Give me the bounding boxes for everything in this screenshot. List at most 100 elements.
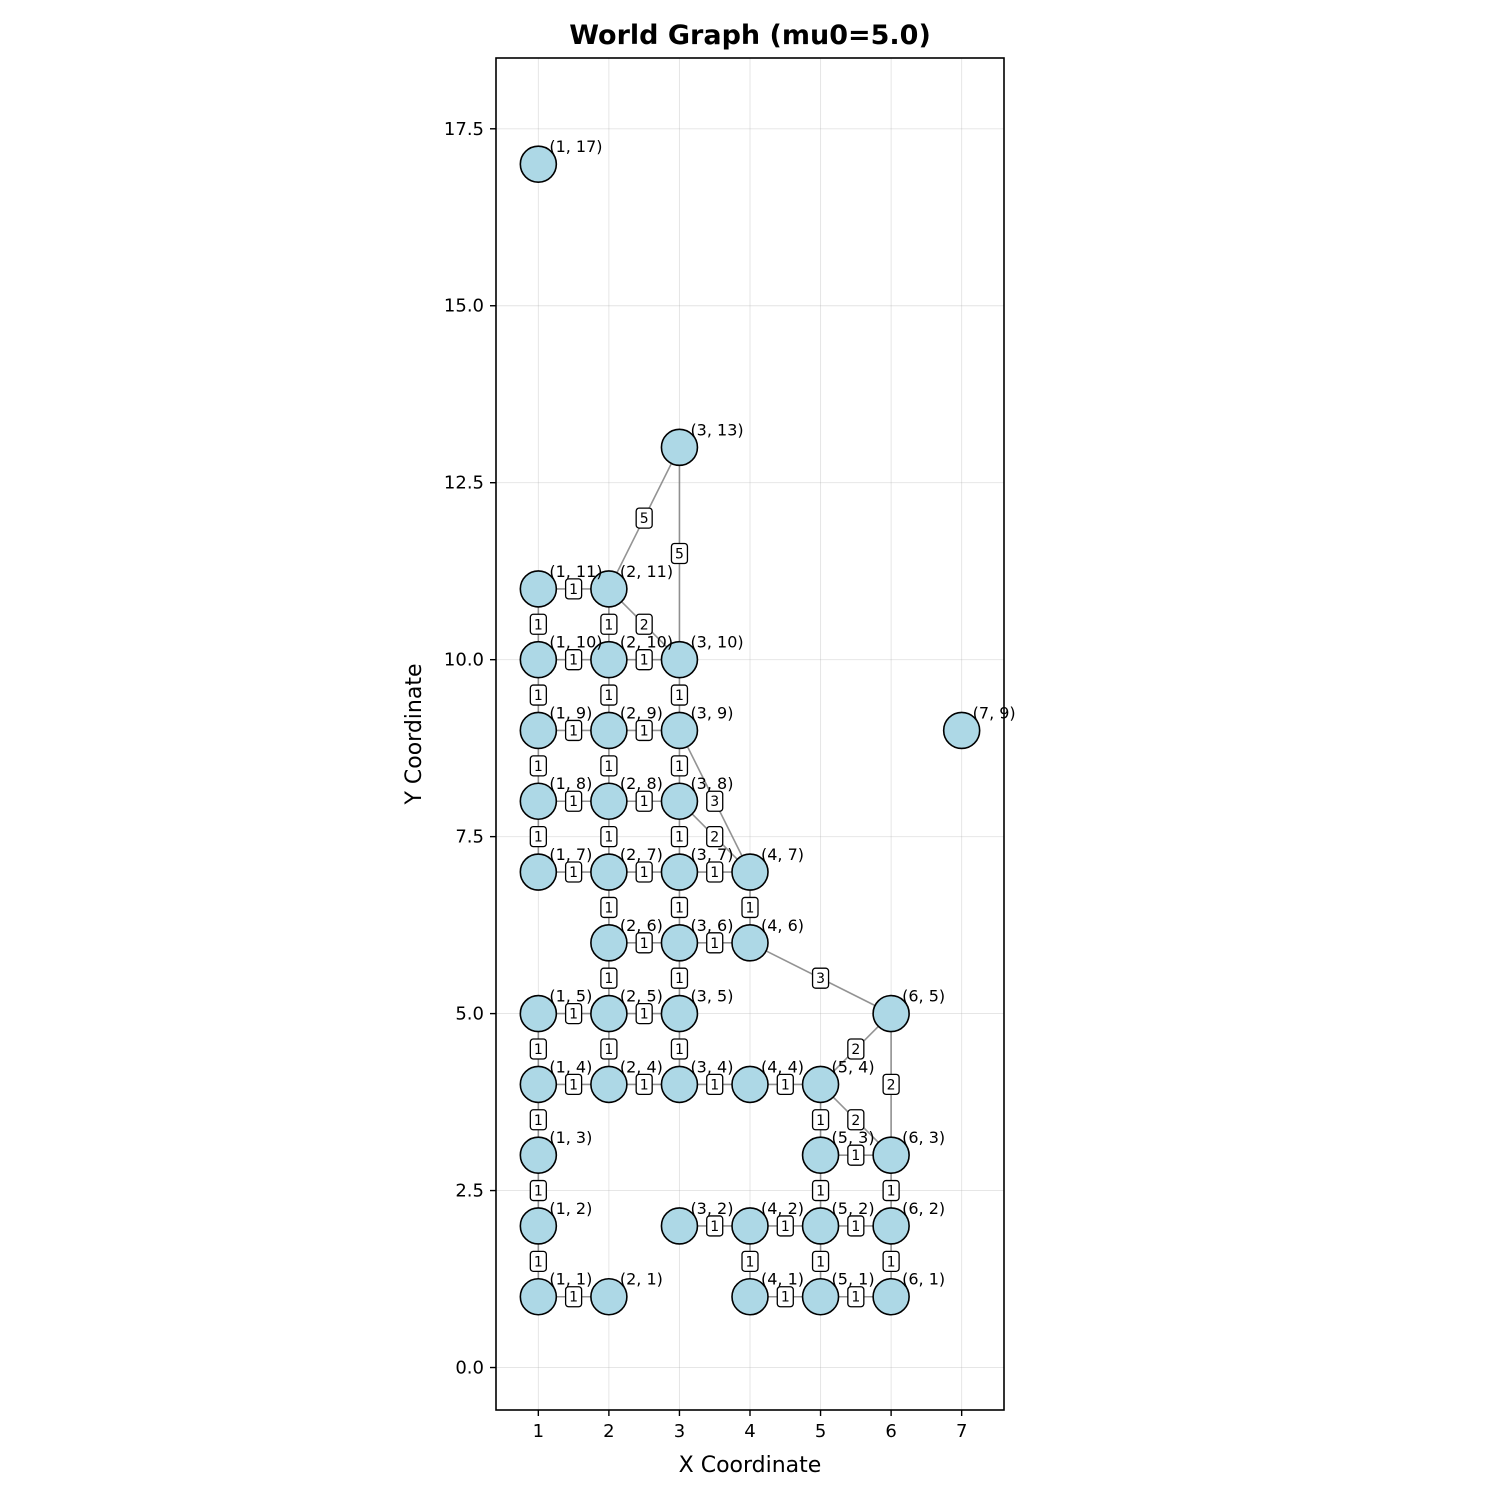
edge-weight-text: 1 — [640, 865, 649, 881]
edge-weight-label: 1 — [564, 1286, 583, 1308]
node-label: (5, 1) — [832, 1270, 875, 1289]
edge-weight-box — [811, 1109, 830, 1131]
edge-weight-box — [706, 790, 724, 812]
node-label: (3, 9) — [690, 703, 733, 722]
edge-weight-box — [635, 861, 653, 883]
x-tick-label: 5 — [815, 1421, 826, 1442]
node-label: (2, 9) — [620, 703, 663, 722]
edge-weight-box — [600, 1038, 618, 1060]
graph-nodes — [519, 145, 981, 1316]
axis-ticks: 1 2 3 4 5 6 7 0.0 2.5 5.0 7.5 10.0 12.5 15.0 17.5 — [444, 119, 967, 1442]
node-label: (3, 13) — [690, 420, 743, 439]
graph-node — [731, 1277, 769, 1316]
node-label: (3, 4) — [690, 1057, 733, 1076]
y-tick-label: 5.0 — [455, 1004, 484, 1025]
edge-weight-label: 1 — [564, 1002, 583, 1025]
edge-weight-label: 1 — [706, 1215, 724, 1237]
edge-weight-text: 1 — [534, 1113, 543, 1129]
node-label: (1, 11) — [549, 562, 602, 581]
edge-weight-label: 1 — [564, 578, 583, 600]
y-tick-label: 2.5 — [455, 1181, 484, 1202]
graph-node — [519, 994, 558, 1033]
graph-node — [801, 1277, 840, 1316]
edge-weight-box — [635, 1073, 653, 1096]
edge-weight-box — [635, 649, 653, 671]
edge-weight-box — [600, 613, 618, 635]
edge-weight-text: 1 — [851, 1219, 860, 1235]
edge-weight-label: 1 — [635, 1073, 653, 1096]
node-label: (2, 8) — [620, 774, 663, 793]
edge-weight-label: 1 — [529, 613, 547, 635]
edge-weight-text: 1 — [604, 1042, 613, 1058]
graph-node — [590, 1277, 628, 1316]
y-tick-label: 0.0 — [455, 1358, 484, 1379]
edge-weight-box — [847, 1215, 865, 1237]
graph-node — [519, 711, 558, 750]
edge-weight-label: 1 — [635, 932, 653, 954]
node-coordinate-labels: (1, 17) (3, 13) (1, 11) (2, 11) (1, 10) (2, 1… — [549, 137, 1015, 1289]
edge-weight-box — [635, 719, 653, 742]
node-label: (7, 9) — [973, 703, 1016, 722]
node-label: (3, 8) — [690, 774, 733, 793]
edge-weight-text: 1 — [534, 830, 543, 846]
edge-weight-box — [529, 613, 547, 635]
edge-weight-label: 1 — [529, 755, 547, 777]
chart-title: World Graph (mu0=5.0) — [569, 20, 931, 51]
graph-node — [590, 1065, 628, 1104]
node-label: (5, 4) — [832, 1057, 875, 1076]
edge-weight-text: 1 — [569, 1007, 578, 1023]
edge-weight-box — [776, 1286, 794, 1308]
edge-weight-box — [706, 861, 724, 883]
edge-weight-text: 1 — [534, 1042, 543, 1058]
edge-weight-text: 1 — [851, 1290, 860, 1306]
node-label: (1, 3) — [549, 1128, 592, 1147]
edge-weight-text: 2 — [887, 1077, 896, 1093]
edge-weight-box — [529, 1109, 547, 1131]
edge-weight-box — [670, 542, 689, 565]
edge-weight-label: 1 — [600, 825, 618, 848]
graph-node — [872, 1136, 910, 1174]
edge-weight-text: 1 — [569, 1077, 578, 1093]
edge-weight-box — [600, 967, 618, 989]
graph-node — [872, 994, 910, 1033]
edge-weight-text: 1 — [675, 759, 684, 775]
edge-weight-label: 1 — [847, 1286, 865, 1308]
x-tick-label: 6 — [885, 1421, 896, 1442]
node-label: (6, 3) — [902, 1128, 945, 1147]
graph-node — [731, 924, 769, 962]
edge-weight-box — [564, 1073, 583, 1096]
x-tick-label: 3 — [674, 1421, 685, 1442]
node-label: (2, 11) — [620, 562, 673, 581]
edge-weight-box — [741, 1250, 759, 1273]
edge-weight-text: 1 — [675, 688, 684, 704]
edge-weight-label: 1 — [529, 825, 547, 848]
edge-weight-text: 1 — [569, 794, 578, 810]
edge-weight-label: 1 — [741, 1250, 759, 1273]
edge-weight-text: 1 — [816, 1113, 825, 1129]
edge-weight-text: 1 — [675, 971, 684, 987]
edge-weight-label: 1 — [529, 1109, 547, 1131]
edge-weight-text: 1 — [569, 582, 578, 598]
edge-weight-text: 2 — [851, 1113, 860, 1129]
edge-weight-box — [529, 684, 547, 706]
node-label: (5, 2) — [832, 1199, 875, 1218]
edge-weight-box — [564, 790, 583, 812]
edge-weight-text: 1 — [781, 1290, 790, 1306]
node-label: (2, 5) — [620, 987, 663, 1006]
graph-node — [519, 782, 558, 821]
edge-weight-box — [564, 649, 583, 671]
edge-weight-label: 3 — [706, 790, 724, 812]
node-label: (3, 6) — [690, 916, 733, 935]
edge-weight-text: 1 — [781, 1219, 790, 1235]
graph-node — [590, 782, 628, 821]
edge-weight-label: 1 — [635, 719, 653, 742]
graph-node — [872, 1277, 910, 1316]
edge-weight-text: 1 — [534, 617, 543, 633]
edge-weight-label: 1 — [635, 649, 653, 671]
node-label: (2, 6) — [620, 916, 663, 935]
edge-weight-text: 1 — [569, 865, 578, 881]
node-label: (1, 5) — [549, 987, 592, 1006]
edge-weight-text: 1 — [604, 617, 613, 633]
edge-weight-text: 1 — [675, 1042, 684, 1058]
x-axis-label: X Coordinate — [679, 1453, 822, 1478]
